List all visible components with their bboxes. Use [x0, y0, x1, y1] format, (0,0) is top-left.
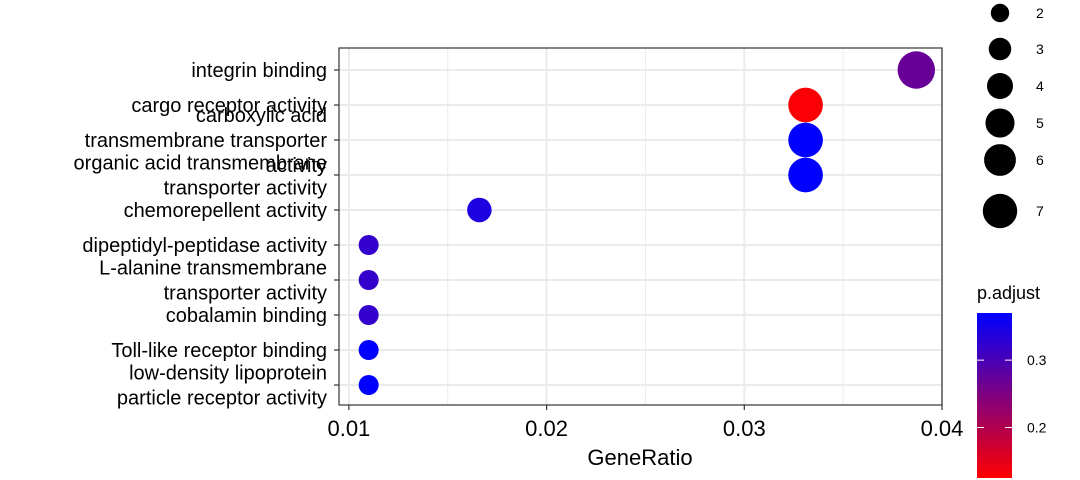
y-tick-label: transmembrane transporter: [85, 130, 328, 152]
y-tick-label: Toll-like receptor binding: [111, 340, 327, 362]
size-legend-key: [986, 72, 1014, 100]
data-point: [358, 235, 379, 255]
y-tick-label: carboxylic acid: [196, 105, 327, 127]
data-point: [897, 51, 936, 89]
x-axis: 0.01 0.02 0.03 0.04: [327, 405, 963, 441]
x-tick-label: 0.01: [327, 416, 370, 441]
data-point: [788, 87, 823, 123]
y-tick-label: cargo receptor activity: [131, 95, 327, 117]
y-tick-label: activity: [266, 155, 327, 177]
data-point: [358, 375, 379, 395]
size-legend-label: 4: [1036, 78, 1044, 94]
data-point: [467, 197, 492, 223]
y-tick-label: transporter activity: [164, 283, 327, 305]
data-point: [358, 305, 379, 325]
y-tick-label: dipeptidyl-peptidase activity: [82, 235, 327, 257]
data-point: [358, 340, 379, 360]
grid: [339, 48, 943, 405]
color-legend: p.adjust 0.2 0.3: [977, 283, 1047, 478]
size-legend-label: 2: [1036, 5, 1044, 21]
color-legend-title: p.adjust: [977, 283, 1040, 303]
size-legend: 2 3 4 5 6 7: [982, 3, 1044, 229]
x-tick-label: 0.04: [921, 416, 964, 441]
plot-border: [338, 47, 943, 406]
color-legend-label: 0.3: [1027, 352, 1047, 368]
data-point: [788, 122, 823, 158]
size-legend-label: 5: [1036, 115, 1044, 131]
size-legend-key: [988, 37, 1012, 61]
size-legend-label: 3: [1036, 41, 1044, 57]
size-legend-key: [982, 193, 1018, 229]
size-legend-label: 7: [1036, 203, 1044, 219]
size-legend-key: [990, 3, 1010, 23]
size-legend-key: [984, 144, 1016, 176]
data-point: [358, 270, 379, 290]
size-legend-label: 6: [1036, 152, 1044, 168]
size-legend-key: [985, 108, 1015, 138]
x-tick-label: 0.02: [525, 416, 568, 441]
y-tick-label: particle receptor activity: [117, 388, 327, 410]
y-tick-label: low-density lipoprotein: [129, 363, 327, 385]
x-axis-title: GeneRatio: [587, 445, 692, 470]
y-tick-label: integrin binding: [191, 60, 327, 82]
data-point: [788, 157, 823, 193]
plot-panel: [339, 48, 942, 405]
y-tick-label: L-alanine transmembrane: [99, 258, 327, 280]
y-tick-label: cobalamin binding: [166, 305, 327, 327]
y-tick-label: organic acid transmembrane: [74, 153, 327, 175]
y-tick-label: chemorepellent activity: [124, 200, 327, 222]
points: [358, 51, 936, 395]
color-legend-bar: [977, 313, 1012, 478]
y-tick-label: transporter activity: [164, 178, 327, 200]
color-legend-label: 0.2: [1027, 419, 1047, 435]
x-tick-label: 0.03: [723, 416, 766, 441]
